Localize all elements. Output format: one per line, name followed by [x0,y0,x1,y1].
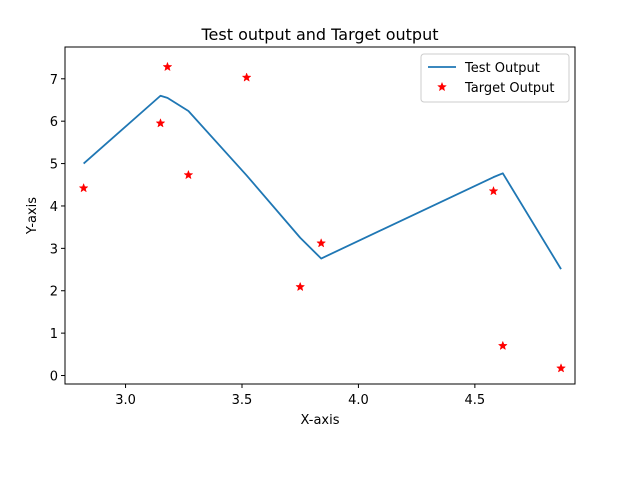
legend: Test Output Target Output [420,53,570,103]
plot-area [78,61,566,373]
target-output-point [155,118,166,128]
target-output-point [556,363,566,373]
target-output-point [241,72,252,82]
y-tick-label: 0 [50,370,58,385]
x-tick-label: 4.5 [465,393,486,408]
target-output-point [497,340,508,351]
y-tick-label: 6 [50,115,58,130]
legend-entry-test-output: Test Output [464,61,540,76]
target-output-point [183,169,194,180]
x-axis-ticks: 3.0 3.5 4.0 4.5 [115,384,485,408]
x-tick-label: 3.5 [232,393,253,408]
y-tick-label: 2 [50,285,58,300]
legend-entry-target-output: Target Output [464,81,555,96]
y-tick-label: 5 [50,158,58,173]
plot-frame [64,46,576,385]
y-tick-label: 7 [50,73,58,88]
legend-star-swatch [437,81,447,92]
series-line-test-output [83,94,562,270]
y-tick-label: 4 [50,200,58,215]
target-output-point [78,182,89,193]
y-axis-label: Y-axis [25,197,40,235]
y-tick-label: 3 [50,242,58,257]
y-axis-ticks: 0 1 2 3 4 5 6 7 [50,73,65,385]
y-tick-label: 1 [50,327,58,342]
x-tick-label: 4.0 [348,393,369,408]
target-output-point [295,281,306,292]
x-tick-label: 3.0 [115,393,136,408]
legend-star-marker [437,81,447,92]
chart-title: Test output and Target output [201,25,439,44]
legend-box [420,53,570,103]
target-output-point [316,238,327,248]
target-output-point [162,61,173,72]
x-axis-label: X-axis [301,413,340,428]
target-output-point [488,185,499,196]
